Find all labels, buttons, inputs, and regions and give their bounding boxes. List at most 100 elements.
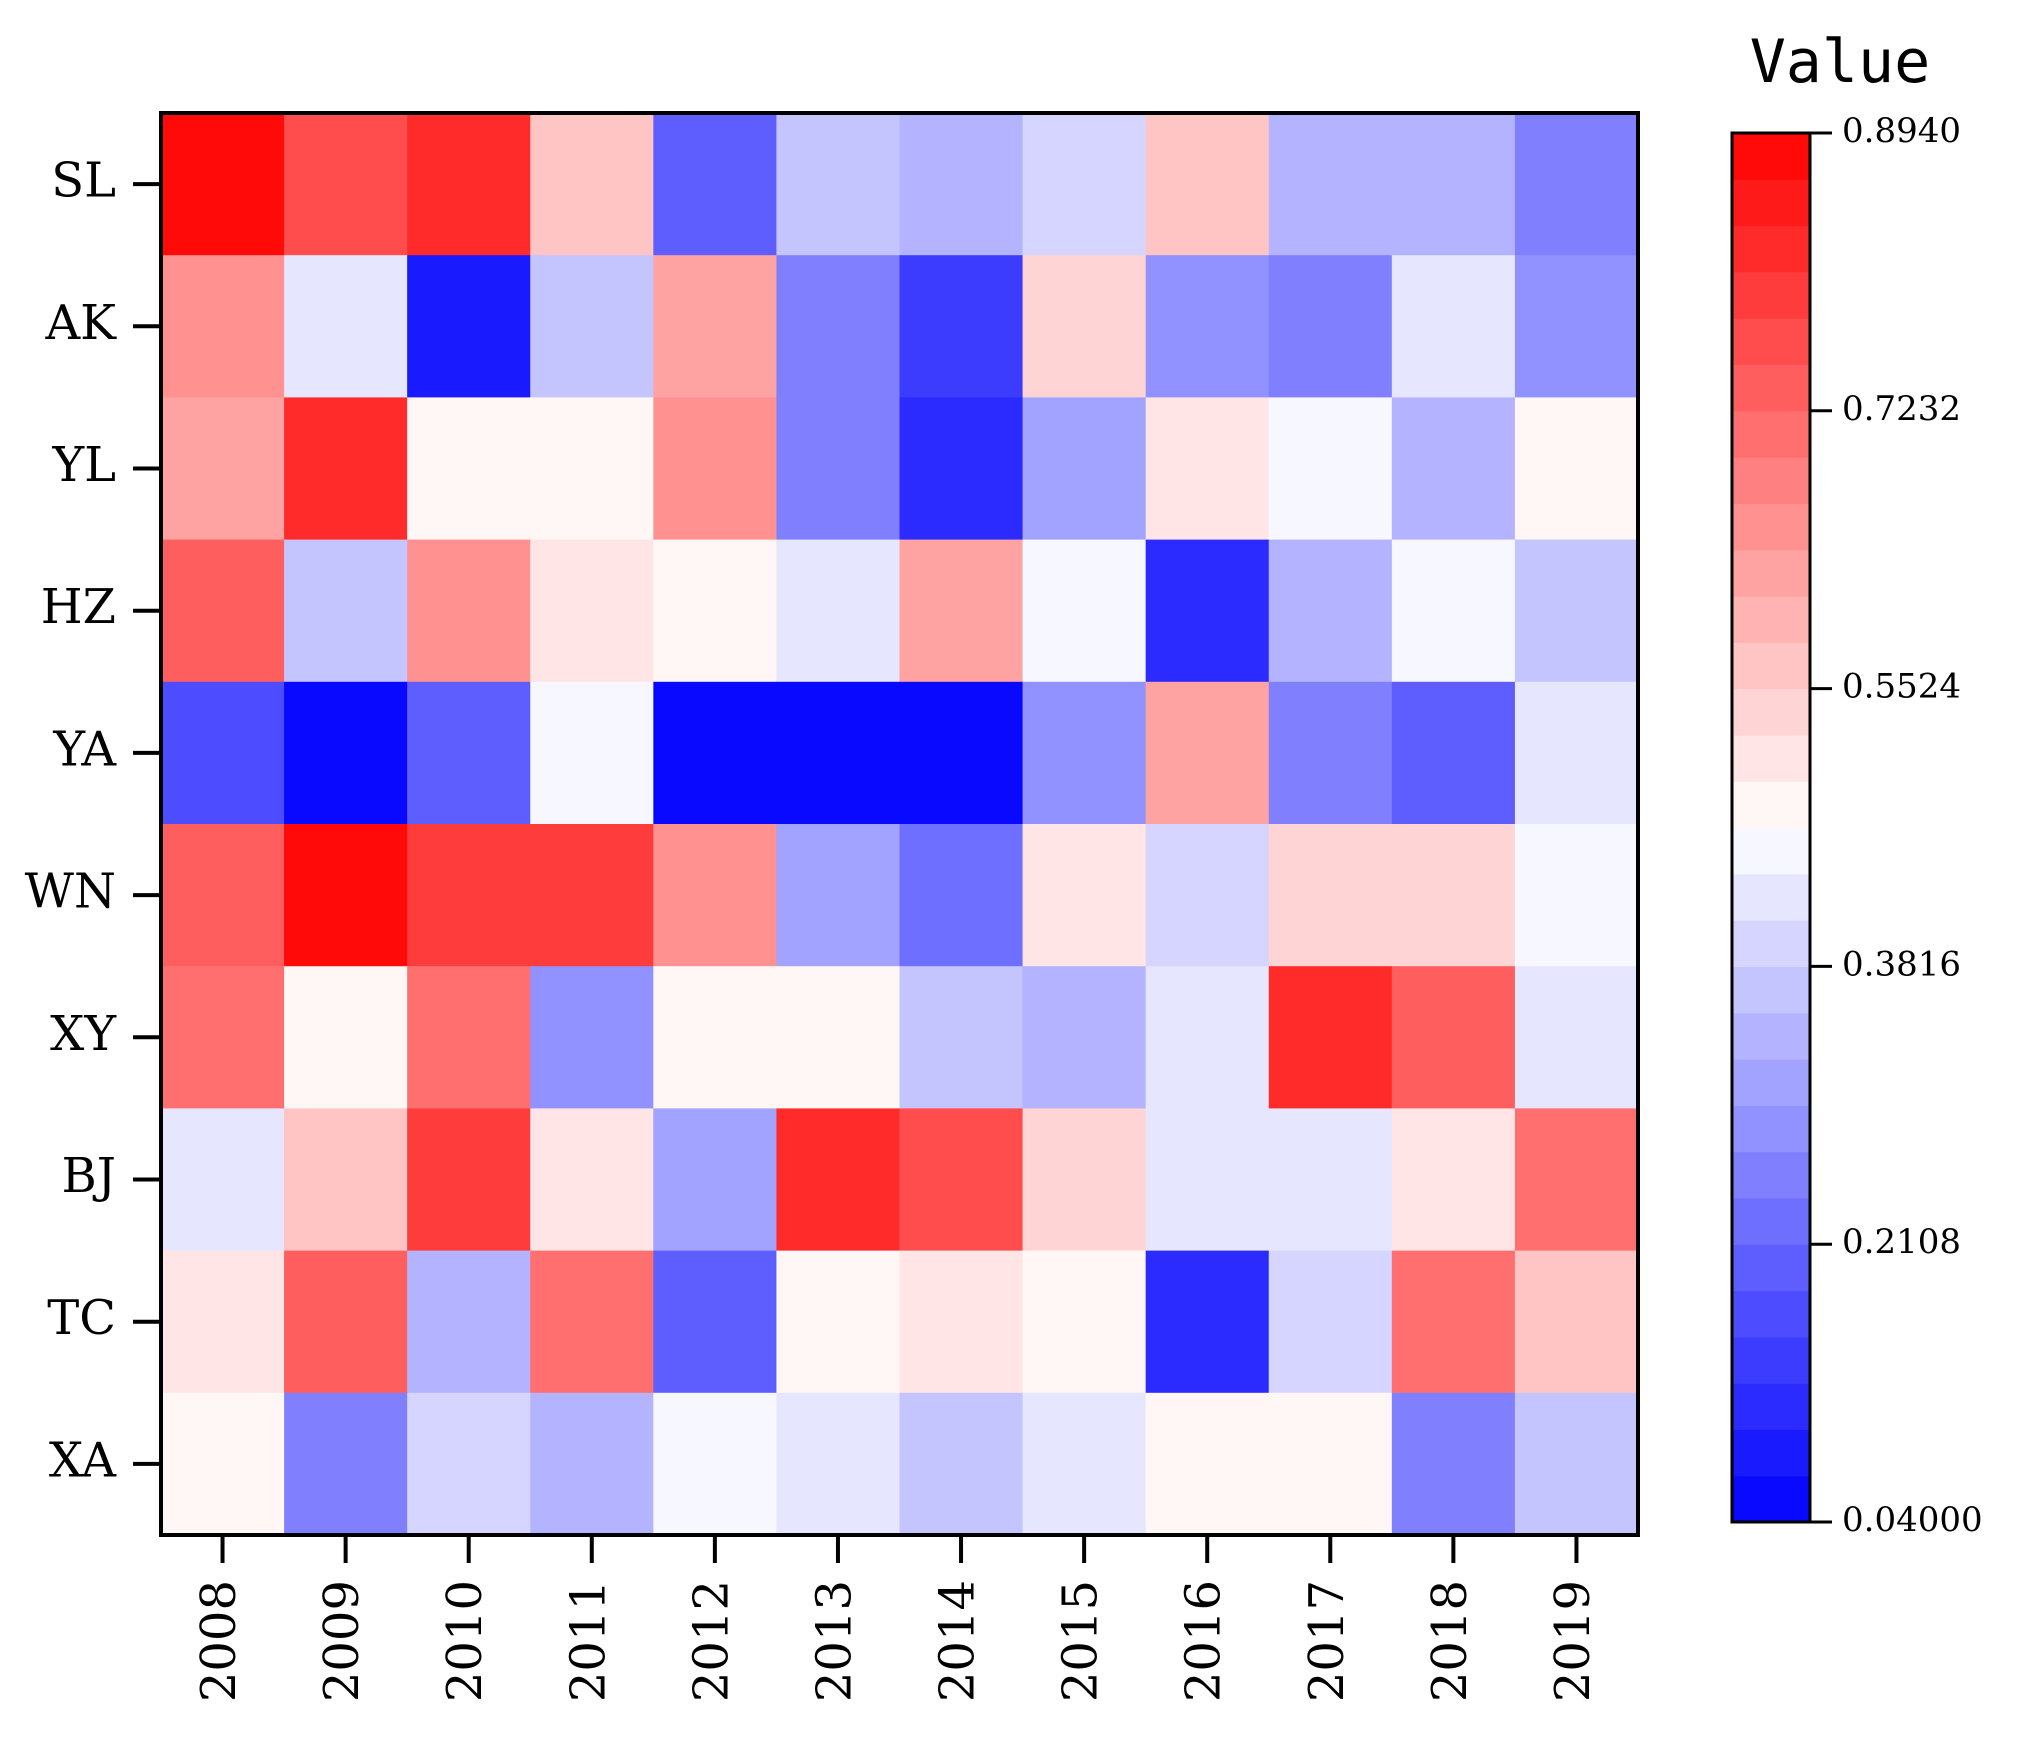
heatmap-cell-YA-2013 bbox=[776, 681, 901, 825]
heatmap-cell-XY-2012 bbox=[653, 966, 778, 1109]
heatmap-cell-XY-2015 bbox=[1022, 966, 1147, 1109]
heatmap-cell-XA-2018 bbox=[1391, 1392, 1516, 1536]
heatmap-cell-XA-2015 bbox=[1022, 1392, 1147, 1536]
heatmap-cell-HZ-2010 bbox=[407, 539, 531, 683]
heatmap-cell-XY-2018 bbox=[1391, 966, 1516, 1109]
heatmap-cell-YA-2010 bbox=[407, 681, 531, 825]
heatmap-cell-YL-2014 bbox=[899, 397, 1024, 541]
colorbar: 0.04000 0.2108 0.3816 0.5524 0.7232 0.8940 bbox=[1730, 111, 1983, 1540]
y-tick-label-XY: XY bbox=[50, 1006, 117, 1062]
heatmap-cell-HZ-2012 bbox=[653, 539, 778, 683]
colorbar-segment bbox=[1732, 410, 1810, 458]
colorbar-segment bbox=[1732, 225, 1810, 273]
heatmap-cell-XY-2011 bbox=[530, 966, 654, 1109]
colorbar-segment bbox=[1732, 1336, 1810, 1384]
heatmap-cell-TC-2016 bbox=[1145, 1250, 1270, 1394]
colorbar-segment bbox=[1732, 503, 1810, 551]
colorbar-segment bbox=[1732, 271, 1810, 319]
colorbar-segment bbox=[1732, 734, 1810, 782]
heatmap-cell-HZ-2016 bbox=[1145, 539, 1270, 683]
x-tick-label-2017: 2017 bbox=[1299, 1580, 1355, 1702]
heatmap-cell-YA-2017 bbox=[1268, 681, 1393, 825]
heatmap-cell-WN-2011 bbox=[530, 824, 654, 967]
heatmap-cell-AK-2015 bbox=[1022, 255, 1147, 398]
heatmap-cell-AK-2011 bbox=[530, 255, 654, 398]
heatmap-cell-YL-2016 bbox=[1145, 397, 1270, 541]
colorbar-title: Value bbox=[1750, 27, 1931, 97]
colorbar-segment bbox=[1732, 873, 1810, 921]
heatmap-cell-SL-2009 bbox=[284, 113, 408, 256]
heatmap-cell-SL-2018 bbox=[1391, 113, 1516, 256]
colorbar-segment bbox=[1732, 1105, 1810, 1153]
heatmap-cell-XA-2019 bbox=[1514, 1392, 1639, 1536]
heatmap-cell-HZ-2018 bbox=[1391, 539, 1516, 683]
colorbar-tick-label: 0.3816 bbox=[1842, 944, 1961, 984]
colorbar-segment bbox=[1732, 1383, 1810, 1430]
heatmap-cell-YA-2009 bbox=[284, 681, 408, 825]
heatmap-cell-HZ-2009 bbox=[284, 539, 408, 683]
heatmap-cell-SL-2012 bbox=[653, 113, 778, 256]
colorbar-segment bbox=[1732, 1429, 1810, 1477]
x-tick-label-2012: 2012 bbox=[683, 1580, 739, 1702]
heatmap-cell-AK-2016 bbox=[1145, 255, 1270, 398]
heatmap-cell-HZ-2011 bbox=[530, 539, 654, 683]
colorbar-frame bbox=[1730, 131, 1812, 1524]
colorbar-segment bbox=[1732, 318, 1810, 366]
heatmap-cell-YL-2017 bbox=[1268, 397, 1393, 541]
heatmap-cell-AK-2017 bbox=[1268, 255, 1393, 398]
x-tick-label-2015: 2015 bbox=[1053, 1580, 1109, 1702]
colorbar-segment bbox=[1732, 1151, 1810, 1199]
colorbar-tick-label: 0.04000 bbox=[1842, 1500, 1983, 1540]
heatmap-cell-SL-2014 bbox=[899, 113, 1024, 256]
heatmap-cell-TC-2014 bbox=[899, 1250, 1024, 1394]
x-tick-label-2019: 2019 bbox=[1545, 1580, 1601, 1702]
heatmap-cell-XA-2010 bbox=[407, 1392, 531, 1536]
heatmap-cell-BJ-2019 bbox=[1514, 1108, 1639, 1252]
heatmap-cell-XA-2012 bbox=[653, 1392, 778, 1536]
heatmap-cell-XY-2014 bbox=[899, 966, 1024, 1109]
colorbar-tick-label: 0.5524 bbox=[1842, 667, 1961, 707]
heatmap-cell-BJ-2014 bbox=[899, 1108, 1024, 1252]
heatmap-cell-YL-2013 bbox=[776, 397, 901, 541]
heatmap-cell-SL-2015 bbox=[1022, 113, 1147, 256]
heatmap-cell-AK-2012 bbox=[653, 255, 778, 398]
heatmap-cell-HZ-2015 bbox=[1022, 539, 1147, 683]
y-tick-label-AK: AK bbox=[44, 295, 117, 351]
heatmap-cell-YL-2009 bbox=[284, 397, 408, 541]
heatmap-cell-YL-2011 bbox=[530, 397, 654, 541]
heatmap-cell-HZ-2014 bbox=[899, 539, 1024, 683]
heatmap-cell-BJ-2013 bbox=[776, 1108, 901, 1252]
heatmap-cell-HZ-2019 bbox=[1514, 539, 1639, 683]
heatmap-cell-BJ-2016 bbox=[1145, 1108, 1270, 1252]
heatmap-cell-WN-2013 bbox=[776, 824, 901, 967]
heatmap-cell-SL-2017 bbox=[1268, 113, 1393, 256]
heatmap-cell-TC-2012 bbox=[653, 1250, 778, 1394]
heatmap-cell-YA-2018 bbox=[1391, 681, 1516, 825]
y-tick-label-TC: TC bbox=[47, 1290, 116, 1346]
heatmap-cell-TC-2011 bbox=[530, 1250, 654, 1394]
colorbar-segment bbox=[1732, 1290, 1810, 1338]
colorbar-segment bbox=[1732, 549, 1810, 597]
heatmap-cell-AK-2010 bbox=[407, 255, 531, 398]
y-tick-label-SL: SL bbox=[51, 153, 116, 209]
colorbar-segment bbox=[1732, 966, 1810, 1014]
x-tick-label-2011: 2011 bbox=[560, 1580, 616, 1702]
heatmap-cell-XY-2019 bbox=[1514, 966, 1639, 1109]
heatmap-cell-SL-2008 bbox=[161, 113, 285, 256]
colorbar-segment bbox=[1732, 1244, 1810, 1292]
x-tick-label-2008: 2008 bbox=[191, 1580, 247, 1702]
heatmap-cell-BJ-2011 bbox=[530, 1108, 654, 1252]
x-axis: 2008 2009 2010 2011 2012 2013 2014 2015 2016 2017… bbox=[191, 1535, 1601, 1702]
y-axis: SL AK YL HZ YA WN XY BJ TC XA bbox=[25, 153, 161, 1488]
heatmap-cell-YA-2008 bbox=[161, 681, 285, 825]
heatmap-cell-WN-2008 bbox=[161, 824, 285, 967]
heatmap-cell-SL-2013 bbox=[776, 113, 901, 256]
heatmap-cell-WN-2009 bbox=[284, 824, 408, 967]
heatmap-cell-XY-2017 bbox=[1268, 966, 1393, 1109]
colorbar-segment bbox=[1732, 1059, 1810, 1106]
heatmap-cell-TC-2018 bbox=[1391, 1250, 1516, 1394]
heatmap-cell-AK-2008 bbox=[161, 255, 285, 398]
heatmap-cell-BJ-2012 bbox=[653, 1108, 778, 1252]
heatmap-cell-WN-2014 bbox=[899, 824, 1024, 967]
colorbar-segment bbox=[1732, 364, 1810, 412]
